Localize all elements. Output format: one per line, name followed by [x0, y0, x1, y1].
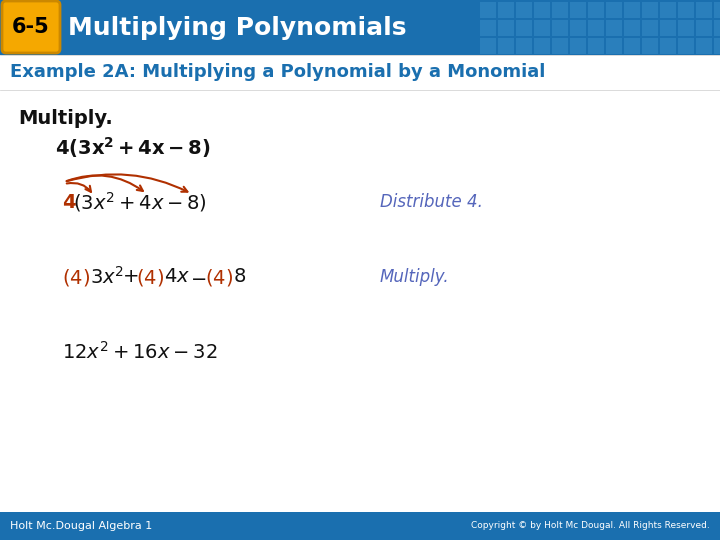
Bar	[624, 2, 640, 18]
Text: $(4)$: $(4)$	[62, 267, 90, 287]
Bar	[570, 20, 586, 36]
Bar	[534, 20, 550, 36]
Bar	[714, 38, 720, 54]
Bar	[570, 38, 586, 54]
Bar	[696, 20, 712, 36]
Bar	[660, 38, 676, 54]
Bar	[516, 20, 532, 36]
Bar	[624, 20, 640, 36]
Bar	[678, 38, 694, 54]
FancyBboxPatch shape	[2, 1, 60, 53]
Bar	[552, 2, 568, 18]
Bar	[660, 2, 676, 18]
Text: $(3x^2 + 4x - 8)$: $(3x^2 + 4x - 8)$	[73, 190, 207, 214]
Bar	[588, 2, 604, 18]
Text: $3x^2$: $3x^2$	[90, 266, 124, 288]
Text: $-$: $-$	[190, 267, 206, 287]
Bar	[642, 20, 658, 36]
Text: Distribute 4.: Distribute 4.	[380, 193, 483, 211]
Text: $\mathbf{4}$: $\mathbf{4}$	[62, 192, 77, 212]
Text: 6-5: 6-5	[12, 17, 50, 37]
Text: Multiply.: Multiply.	[380, 268, 449, 286]
Text: $(4)$: $(4)$	[136, 267, 164, 287]
FancyArrowPatch shape	[67, 174, 187, 192]
Bar	[678, 20, 694, 36]
Bar	[516, 38, 532, 54]
Bar	[516, 2, 532, 18]
Bar	[534, 38, 550, 54]
Bar	[588, 38, 604, 54]
Bar	[696, 2, 712, 18]
Bar	[534, 2, 550, 18]
Text: Copyright © by Holt Mc Dougal. All Rights Reserved.: Copyright © by Holt Mc Dougal. All Right…	[472, 522, 710, 530]
Text: $\mathbf{4(3x^2 + 4x - 8)}$: $\mathbf{4(3x^2 + 4x - 8)}$	[55, 136, 211, 160]
Bar	[714, 2, 720, 18]
Bar	[606, 20, 622, 36]
Text: $4x$: $4x$	[164, 267, 190, 287]
Text: Multiply.: Multiply.	[18, 109, 113, 127]
Text: Example 2A: Multiplying a Polynomial by a Monomial: Example 2A: Multiplying a Polynomial by …	[10, 63, 545, 81]
Text: Multiplying Polynomials: Multiplying Polynomials	[68, 16, 407, 40]
Bar	[660, 20, 676, 36]
Bar	[570, 2, 586, 18]
Bar	[642, 38, 658, 54]
Bar	[606, 38, 622, 54]
Bar	[588, 20, 604, 36]
Text: $(4)$: $(4)$	[205, 267, 233, 287]
Bar	[552, 20, 568, 36]
Bar	[624, 38, 640, 54]
Text: $8$: $8$	[233, 267, 246, 287]
Bar	[0, 512, 720, 540]
Bar	[606, 2, 622, 18]
Text: $+$: $+$	[122, 267, 138, 287]
Bar	[480, 38, 496, 54]
Bar	[0, 0, 720, 55]
Bar	[714, 20, 720, 36]
Bar	[696, 38, 712, 54]
Bar	[480, 2, 496, 18]
Bar	[498, 20, 514, 36]
Text: Holt Mc.Dougal Algebra 1: Holt Mc.Dougal Algebra 1	[10, 521, 152, 531]
FancyArrowPatch shape	[67, 176, 143, 191]
FancyArrowPatch shape	[67, 183, 91, 192]
Bar	[552, 38, 568, 54]
Bar	[498, 38, 514, 54]
Bar	[480, 20, 496, 36]
Bar	[498, 2, 514, 18]
Bar	[678, 2, 694, 18]
Bar	[642, 2, 658, 18]
Text: $12x^2 + 16x - 32$: $12x^2 + 16x - 32$	[62, 341, 217, 363]
